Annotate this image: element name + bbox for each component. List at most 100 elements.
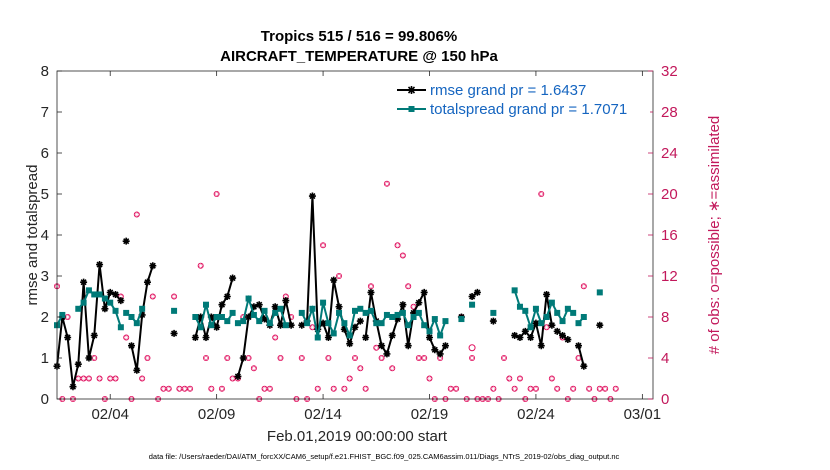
- rmse-point: [394, 315, 402, 323]
- rmse-point: [537, 342, 545, 350]
- obs-assimilated-star: [416, 355, 422, 361]
- rmse-point: [564, 336, 572, 344]
- obs-assimilated-point: [548, 375, 555, 382]
- obs-assimilated-star: [225, 355, 230, 361]
- totalspread-point: [516, 303, 523, 310]
- totalspread-point: [442, 318, 449, 325]
- rmse-point: [218, 301, 226, 309]
- rmse-point: [106, 288, 114, 296]
- totalspread-point: [336, 309, 343, 316]
- obs-assimilated-point: [75, 375, 82, 382]
- y-tick-label: 1: [41, 350, 49, 367]
- obs-assimilated-point: [229, 375, 236, 382]
- obs-assimilated-star: [86, 376, 92, 381]
- obs-assimilated-star: [283, 294, 289, 299]
- rmse-point: [239, 354, 247, 362]
- obs-assimilated-star: [570, 386, 576, 391]
- rmse-point: [580, 362, 588, 370]
- rmse-point: [575, 342, 582, 350]
- y-tick-label: 7: [41, 104, 49, 121]
- obs-assimilated-star: [299, 355, 304, 361]
- rmse-point: [255, 301, 263, 309]
- obs-assimilated-point: [272, 334, 279, 341]
- obs-assimilated-point: [245, 355, 252, 361]
- x-tick-label: 02/09: [198, 406, 236, 423]
- x-tick-label: 02/14: [304, 406, 342, 423]
- obs-assimilated-star: [92, 355, 97, 361]
- rmse-point: [324, 334, 332, 341]
- totalspread-point: [298, 309, 305, 316]
- rmse-point: [143, 278, 151, 286]
- obs-assimilated-star: [555, 386, 560, 391]
- obs-assimilated-star: [358, 366, 363, 371]
- totalspread-point: [197, 324, 204, 331]
- obs-assimilated-point: [602, 385, 609, 392]
- obs-assimilated-point: [399, 252, 406, 259]
- obs-assimilated-point: [501, 355, 507, 361]
- obs-assimilated-point: [277, 355, 284, 361]
- rmse-point: [245, 313, 253, 321]
- totalspread-point: [96, 291, 103, 298]
- obs-assimilated-point: [516, 375, 523, 382]
- rmse-point: [404, 342, 412, 350]
- totalspread-point: [282, 322, 289, 329]
- rmse-point: [596, 321, 604, 329]
- rmse-point: [277, 321, 284, 329]
- y-right-tick-label: 8: [661, 309, 669, 326]
- obs-assimilated-point: [224, 355, 231, 361]
- obs-assimilated-point: [357, 365, 364, 372]
- rmse-point: [122, 237, 130, 245]
- rmse-point: [399, 301, 407, 309]
- totalspread-point: [256, 318, 263, 325]
- totalspread-point: [112, 307, 119, 314]
- rmse-point: [234, 372, 242, 380]
- obs-assimilated-star: [320, 243, 326, 248]
- rmse-point: [431, 346, 439, 354]
- totalspread-point: [431, 316, 438, 323]
- obs-assimilated-star: [123, 335, 129, 340]
- x-tick-label: 02/24: [517, 406, 555, 423]
- obs-assimilated-point: [490, 385, 497, 392]
- obs-assimilated-star: [544, 325, 549, 330]
- rmse-point: [197, 313, 205, 321]
- rmse-point: [271, 303, 279, 311]
- totalspread-point: [378, 320, 385, 327]
- obs-assimilated-star: [528, 386, 533, 391]
- obs-assimilated-star: [310, 325, 315, 330]
- rmse-point: [90, 331, 98, 339]
- obs-assimilated-star: [177, 386, 182, 391]
- x-tick-label: 02/04: [91, 406, 129, 423]
- obs-assimilated-point: [469, 355, 476, 361]
- obs-assimilated-star: [586, 386, 592, 391]
- totalspread-point: [208, 322, 215, 329]
- totalspread-point: [437, 332, 444, 339]
- obs-assimilated-star: [278, 355, 283, 361]
- rmse-point: [351, 323, 359, 331]
- rmse-point: [308, 192, 316, 200]
- y-tick-label: 0: [41, 391, 49, 408]
- obs-assimilated-star: [390, 366, 395, 371]
- obs-assimilated-star: [400, 253, 406, 258]
- totalspread-point: [564, 305, 571, 312]
- rmse-point: [298, 321, 306, 329]
- obs-assimilated-star: [134, 212, 140, 217]
- rmse-point: [340, 325, 348, 333]
- totalspread-point: [309, 305, 316, 312]
- totalspread-point: [330, 330, 337, 337]
- obs-assimilated-star: [533, 386, 539, 391]
- obs-assimilated-point: [453, 385, 460, 392]
- totalspread-point: [240, 318, 247, 325]
- obs-assimilated-point: [181, 385, 188, 392]
- obs-assimilated-point: [309, 324, 316, 331]
- rmse-point: [133, 366, 141, 374]
- chart-subtitle: AIRCRAFT_TEMPERATURE @ 150 hPa: [220, 48, 498, 65]
- obs-assimilated-star: [469, 355, 475, 361]
- totalspread-point: [346, 332, 353, 339]
- totalspread-point: [128, 314, 135, 320]
- obs-assimilated-point: [389, 365, 396, 372]
- totalspread-point: [91, 291, 98, 298]
- obs-assimilated-star: [113, 376, 118, 381]
- totalspread-point: [399, 309, 406, 316]
- obs-assimilated-point: [543, 324, 550, 331]
